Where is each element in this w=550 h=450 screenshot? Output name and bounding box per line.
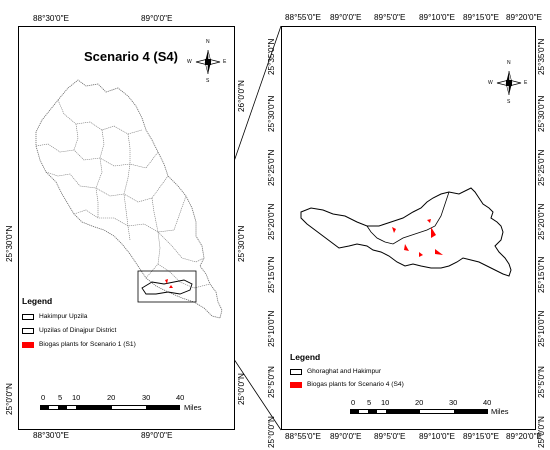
ghoraghat-hakimpur-map [300,187,512,277]
left-top-label-1: 88°30'0"E [33,14,69,23]
left-map-frame [18,26,235,430]
right-bottom-label-3: 89°5'0"E [374,432,406,441]
right-top-label-5: 89°15'0"E [463,13,499,22]
right-legend-title: Legend [290,352,321,362]
right-left-label-5: 25°15'0"N [267,256,276,293]
right-scale-tick-10: 10 [381,398,390,407]
right-right-label-2: 25°30'0"N [537,95,546,132]
legend-swatch-upzilas [22,328,34,334]
left-top-label-2: 89°0'0"E [141,14,173,23]
right-top-label-6: 89°20'0"E [506,13,542,22]
right-map-frame [281,26,536,430]
right-left-label-8: 25°0'0"N [267,416,276,448]
right-left-label-7: 25°5'0"N [267,366,276,398]
west-label: W [187,59,192,65]
right-right-label-6: 25°10'0"N [537,310,546,347]
right-scale-unit: Miles [491,407,509,416]
left-right-label-2: 25°30'0"N [237,225,246,262]
legend-swatch-biogas-s4 [290,382,302,388]
right-left-label-6: 25°10'0"N [267,310,276,347]
legend-label-ghoraghat: Ghoraghat and Hakimpur [307,368,382,375]
west-label: W [488,80,493,86]
left-scale-bar [40,405,180,410]
left-scale-tick-40: 40 [176,393,185,402]
legend-label-hakimpur: Hakimpur Upzila [39,313,88,320]
left-right-label-3: 25°0'0"N [237,373,246,405]
legend-swatch-hakimpur [22,314,34,320]
left-left-label-1: 25°30'0"N [5,225,14,262]
right-scale-tick-30: 30 [449,398,458,407]
right-right-label-4: 25°20'0"N [537,203,546,240]
legend-swatch-ghoraghat [290,369,302,375]
south-label: S [206,78,210,84]
left-bottom-label-2: 89°0'0"E [141,431,173,440]
legend-swatch-biogas-s1 [22,342,34,348]
dinajpur-district-map [35,79,223,319]
right-bottom-label-4: 89°10'0"E [419,432,455,441]
right-bottom-label-5: 89°15'0"E [463,432,499,441]
left-bottom-label-1: 88°30'0"E [33,431,69,440]
legend-label-biogas-s4: Biogas plants for Scenario 4 (S4) [307,381,404,388]
north-label: N [206,39,210,45]
right-bottom-label-6: 89°20'0"E [506,432,542,441]
right-scale-tick-0: 0 [351,398,356,407]
right-left-label-1: 25°35'0"N [267,38,276,75]
left-map-title: Scenario 4 (S4) [84,49,178,64]
right-scale-tick-20: 20 [415,398,424,407]
right-left-label-4: 25°20'0"N [267,203,276,240]
left-left-label-2: 25°0'0"N [5,383,14,415]
compass-rose-icon [195,49,221,75]
left-scale-unit: Miles [184,403,202,412]
right-right-label-3: 25°25'0"N [537,149,546,186]
left-scale-tick-0: 0 [41,393,46,402]
right-scale-tick-5: 5 [367,398,372,407]
right-bottom-label-1: 88°55'0"E [285,432,321,441]
east-label: E [223,59,227,65]
right-bottom-label-2: 89°0'0"E [330,432,362,441]
right-top-label-3: 89°5'0"E [374,13,406,22]
compass-rose-icon [496,70,522,96]
right-right-label-1: 25°35'0"N [537,38,546,75]
right-right-label-7: 25°5'0"N [537,366,546,398]
south-label: S [507,99,511,105]
east-label: E [524,80,528,86]
right-right-label-5: 25°15'0"N [537,256,546,293]
left-right-label-1: 26°0'0"N [237,80,246,112]
left-scale-tick-10: 10 [72,393,81,402]
left-scale-tick-5: 5 [58,393,63,402]
left-scale-tick-30: 30 [142,393,151,402]
north-label: N [507,60,511,66]
left-legend-title: Legend [22,296,53,306]
right-right-label-8: 25°0'0"N [537,416,546,448]
right-left-label-2: 25°30'0"N [267,95,276,132]
legend-label-biogas-s1: Biogas plants for Scenario 1 (S1) [39,341,136,348]
right-left-label-3: 25°25'0"N [267,149,276,186]
right-top-label-1: 88°55'0"E [285,13,321,22]
right-scale-bar [350,409,488,414]
left-scale-tick-20: 20 [107,393,116,402]
legend-label-upzilas: Upzilas of Dinajpur District [39,327,117,334]
right-top-label-4: 89°10'0"E [419,13,455,22]
right-top-label-2: 89°0'0"E [330,13,362,22]
right-scale-tick-40: 40 [483,398,492,407]
